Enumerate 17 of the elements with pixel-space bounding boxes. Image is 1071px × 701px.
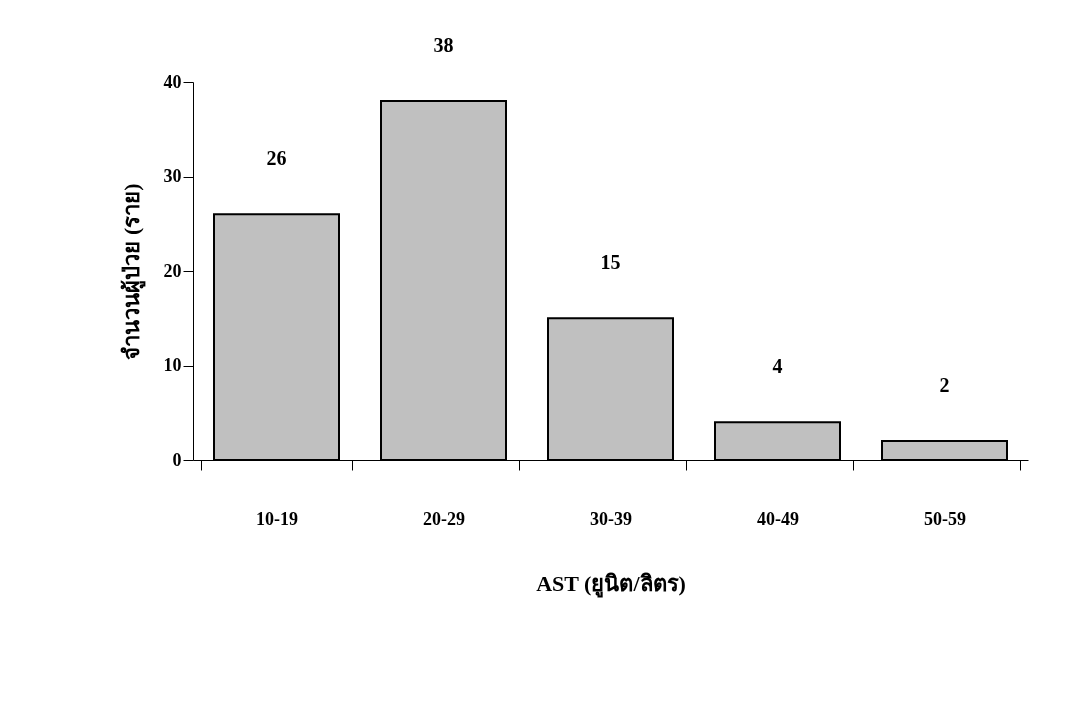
y-axis-title: จำนวนผู้ป่วย (ราย)	[118, 183, 146, 360]
x-tick-label: 50-59	[924, 508, 966, 529]
y-tick-label: 10	[163, 355, 182, 375]
data-label: 26	[266, 147, 287, 170]
x-axis-title: AST (ยูนิต/ลิตร)	[536, 570, 686, 598]
x-tick-label: 20-29	[423, 508, 465, 529]
data-label: 15	[600, 251, 621, 274]
data-label: 4	[772, 355, 783, 378]
data-label: 38	[433, 33, 454, 56]
x-tick-label: 30-39	[590, 508, 632, 529]
y-tick-label: 0	[172, 449, 182, 470]
y-tick-label: 20	[163, 260, 182, 281]
data-label: 2	[939, 374, 950, 397]
x-tick-label: 40-49	[757, 508, 799, 529]
y-tick-label: 40	[163, 71, 182, 92]
x-tick-label: 10-19	[256, 508, 298, 529]
y-tick-label: 30	[163, 166, 182, 186]
